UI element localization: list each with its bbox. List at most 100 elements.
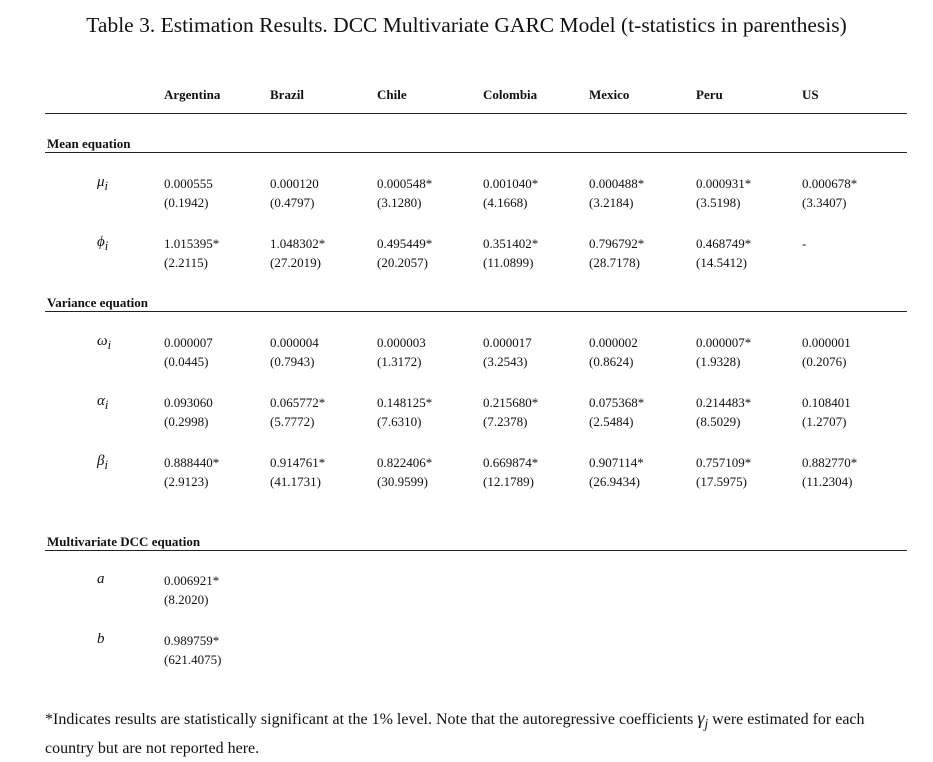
t-statistic-cell: (0.8624) [589, 354, 634, 369]
row-symbol: ωi [97, 333, 112, 352]
coefficient-cell: 0.495449* [377, 236, 433, 251]
coefficient-cell: 0.075368* [589, 395, 645, 410]
t-statistic-cell: (3.3407) [802, 195, 847, 210]
row-symbol: βi [97, 453, 108, 472]
coefficient-cell: 0.000003 [377, 335, 426, 350]
coefficient-cell: 0.000488* [589, 176, 645, 191]
t-statistic-cell: (11.0899) [483, 255, 534, 270]
t-statistic-cell: (30.9599) [377, 474, 428, 489]
t-statistic-cell: (26.9434) [589, 474, 640, 489]
t-statistic-cell: (0.2076) [802, 354, 847, 369]
t-statistic-cell: (1.3172) [377, 354, 422, 369]
t-statistic-cell: (2.5484) [589, 414, 634, 429]
coefficient-cell: 0.000931* [696, 176, 752, 191]
coefficient-cell: 0.822406* [377, 455, 433, 470]
section-label: Multivariate DCC equation [47, 534, 201, 549]
section-label: Mean equation [47, 136, 131, 151]
row-symbol: αi [97, 393, 109, 412]
t-statistic-cell: (621.4075) [164, 652, 222, 667]
coefficient-cell: 0.000002 [589, 335, 638, 350]
coefficient-cell: 0.796792* [589, 236, 645, 251]
t-statistic-cell: (7.2378) [483, 414, 528, 429]
rule-line [45, 311, 907, 312]
t-statistic-cell: (3.2184) [589, 195, 634, 210]
t-statistic-cell: (14.5412) [696, 255, 747, 270]
coefficient-cell: 0.000004 [270, 335, 319, 350]
column-header-chile: Chile [377, 87, 407, 102]
coefficient-cell: 0.757109* [696, 455, 752, 470]
column-header-brazil: Brazil [270, 87, 304, 102]
coefficient-cell: 0.000001 [802, 335, 851, 350]
section-label: Variance equation [47, 295, 148, 310]
t-statistic-cell: (2.9123) [164, 474, 209, 489]
row-symbol: μi [97, 174, 109, 193]
coefficient-cell: 0.000017 [483, 335, 532, 350]
coefficient-cell: 0.215680* [483, 395, 539, 410]
table-title: Table 3. Estimation Results. DCC Multiva… [86, 13, 847, 37]
t-statistic-cell: (3.1280) [377, 195, 422, 210]
coefficient-cell: 0.351402* [483, 236, 539, 251]
coefficient-cell: 0.000007 [164, 335, 213, 350]
t-statistic-cell: (17.5975) [696, 474, 747, 489]
coefficient-cell: 0.468749* [696, 236, 752, 251]
t-statistic-cell: (2.2115) [164, 255, 208, 270]
t-statistic-cell: (1.2707) [802, 414, 847, 429]
t-statistic-cell: (0.7943) [270, 354, 315, 369]
coefficient-cell: 0.006921* [164, 573, 220, 588]
t-statistic-cell: (28.7178) [589, 255, 640, 270]
coefficient-cell: 0.907114* [589, 455, 644, 470]
coefficient-cell: 0.669874* [483, 455, 539, 470]
coefficient-cell: 0.000007* [696, 335, 752, 350]
t-statistic-cell: (8.2020) [164, 592, 209, 607]
coefficient-cell: - [802, 236, 807, 251]
column-header-argentina: Argentina [164, 87, 221, 102]
footnote: *Indicates results are statistically sig… [45, 706, 915, 761]
rule-line [45, 113, 907, 114]
coefficient-cell: 0.108401 [802, 395, 851, 410]
t-statistic-cell: (1.9328) [696, 354, 741, 369]
t-statistic-cell: (11.2304) [802, 474, 853, 489]
footnote-text-after: were estimated for each country but are … [45, 711, 865, 758]
column-header-mexico: Mexico [589, 87, 630, 102]
t-statistic-cell: (8.5029) [696, 414, 741, 429]
coefficient-cell: 0.093060 [164, 395, 213, 410]
footnote-symbol: γ [697, 708, 705, 728]
coefficient-cell: 0.989759* [164, 633, 220, 648]
t-statistic-cell: (3.5198) [696, 195, 741, 210]
t-statistic-cell: (0.4797) [270, 195, 315, 210]
column-header-peru: Peru [696, 87, 723, 102]
coefficient-cell: 0.000120 [270, 176, 319, 191]
coefficient-cell: 0.065772* [270, 395, 326, 410]
row-symbol: a [97, 571, 105, 587]
row-symbol: b [97, 631, 105, 647]
coefficient-cell: 0.000555 [164, 176, 213, 191]
t-statistic-cell: (0.1942) [164, 195, 209, 210]
t-statistic-cell: (20.2057) [377, 255, 428, 270]
coefficient-cell: 1.015395* [164, 236, 220, 251]
footnote-subscript: j [704, 716, 709, 732]
coefficient-cell: 0.000548* [377, 176, 433, 191]
coefficient-cell: 0.888440* [164, 455, 220, 470]
t-statistic-cell: (7.6310) [377, 414, 422, 429]
t-statistic-cell: (4.1668) [483, 195, 528, 210]
t-statistic-cell: (5.7772) [270, 414, 315, 429]
t-statistic-cell: (27.2019) [270, 255, 321, 270]
rule-line [45, 550, 907, 551]
coefficient-cell: 1.048302* [270, 236, 326, 251]
t-statistic-cell: (0.0445) [164, 354, 209, 369]
coefficient-cell: 0.001040* [483, 176, 539, 191]
t-statistic-cell: (41.1731) [270, 474, 321, 489]
coefficient-cell: 0.214483* [696, 395, 752, 410]
t-statistic-cell: (12.1789) [483, 474, 534, 489]
t-statistic-cell: (3.2543) [483, 354, 528, 369]
column-header-colombia: Colombia [483, 87, 538, 102]
rule-line [45, 152, 907, 153]
coefficient-cell: 0.914761* [270, 455, 326, 470]
column-header-us: US [802, 87, 819, 102]
footnote-text-before: *Indicates results are statistically sig… [45, 711, 698, 728]
coefficient-cell: 0.000678* [802, 176, 858, 191]
row-symbol: ϕi [97, 234, 109, 253]
coefficient-cell: 0.148125* [377, 395, 433, 410]
t-statistic-cell: (0.2998) [164, 414, 209, 429]
coefficient-cell: 0.882770* [802, 455, 858, 470]
